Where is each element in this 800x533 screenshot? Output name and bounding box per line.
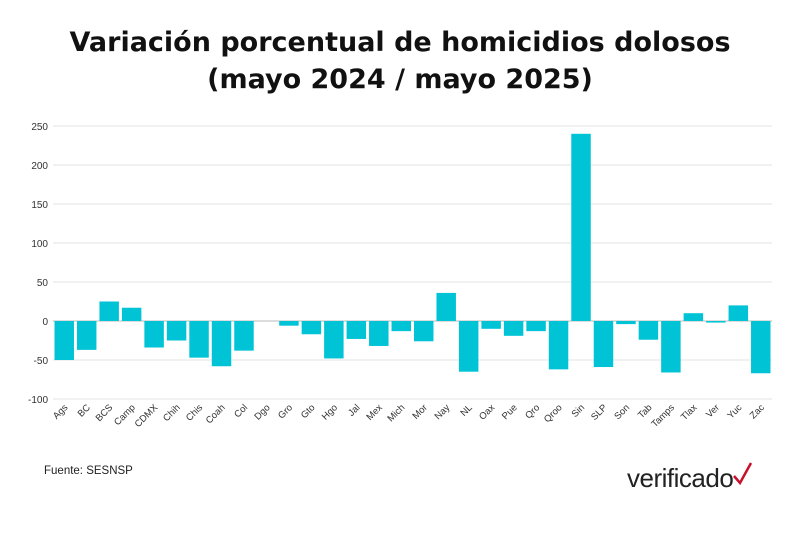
x-tick-label: Ags: [51, 402, 71, 422]
verificado-logo: verificado: [627, 462, 753, 494]
bar: [706, 321, 726, 323]
bar: [458, 321, 479, 372]
y-tick-label: 150: [31, 200, 48, 211]
y-tick-label: 0: [42, 317, 48, 328]
y-tick-label: 50: [37, 278, 49, 289]
bar: [661, 321, 681, 373]
bar: [548, 321, 569, 370]
bar: [503, 321, 524, 336]
x-tick-label: Col: [232, 402, 250, 420]
bar: [369, 321, 389, 346]
x-tick-label: Qro: [523, 402, 542, 421]
x-tick-label: CDMX: [133, 402, 161, 430]
bar: [638, 321, 659, 340]
checkmark-icon: [733, 462, 753, 486]
bar: [593, 321, 614, 368]
bar: [54, 321, 74, 360]
bar: [324, 321, 344, 359]
bar: [279, 321, 299, 326]
x-tick-label: Chis: [184, 402, 205, 423]
x-tick-label: Dgo: [252, 402, 272, 422]
x-tick-label: Ver: [704, 402, 722, 420]
bar: [751, 321, 771, 374]
bar: [144, 321, 164, 348]
bar: [414, 321, 434, 342]
bar: [683, 313, 704, 321]
x-tick-label: Yuc: [725, 402, 744, 421]
bar: [728, 305, 749, 321]
x-tick-label: Nay: [433, 402, 453, 422]
x-tick-label: Sin: [570, 402, 587, 419]
x-tick-label: NL: [458, 402, 474, 418]
bar: [391, 321, 411, 332]
bar: [571, 133, 591, 321]
y-tick-label: 200: [31, 161, 48, 172]
x-tick-label: Hgo: [320, 402, 340, 422]
bar: [189, 321, 209, 358]
x-tick-label: Chih: [161, 402, 183, 424]
x-tick-label: Jal: [346, 402, 362, 418]
x-tick-label: Mor: [410, 402, 429, 421]
x-tick-label: SLP: [589, 402, 609, 422]
bar: [436, 292, 456, 321]
title-line-1: Variación porcentual de homicidios dolos…: [69, 27, 731, 58]
x-tick-label: Gto: [299, 402, 318, 421]
x-tick-label: Tab: [636, 402, 655, 421]
x-tick-label: Coah: [204, 402, 228, 426]
source-note: Fuente: SESNSP: [44, 465, 133, 477]
y-tick-label: 100: [31, 239, 48, 250]
x-tick-label: Qroo: [542, 402, 565, 425]
x-tick-label: Tamps: [649, 402, 677, 430]
x-tick-label: Mich: [385, 402, 407, 424]
x-tick-label: Gro: [276, 402, 295, 421]
bar: [481, 321, 501, 329]
chart-title: Variación porcentual de homicidios dolos…: [0, 24, 800, 98]
bar: [526, 321, 546, 332]
y-tick-label: -50: [34, 356, 49, 367]
bar: [166, 321, 187, 341]
bar: [211, 321, 232, 367]
title-line-2: (mayo 2024 / mayo 2025): [207, 64, 593, 95]
x-tick-label: Son: [612, 402, 632, 422]
bar: [346, 321, 367, 339]
bar: [99, 301, 119, 321]
bar: [234, 321, 254, 351]
x-tick-label: Pue: [500, 402, 520, 422]
bar: [76, 321, 97, 350]
bar: [121, 307, 142, 321]
y-tick-label: 250: [31, 122, 48, 133]
x-tick-label: BC: [76, 402, 93, 419]
x-tick-label: Oax: [477, 402, 497, 422]
bar: [616, 321, 636, 325]
y-tick-label: -100: [28, 395, 48, 406]
x-tick-label: Mex: [364, 402, 385, 423]
x-tick-label: Tlax: [679, 402, 700, 423]
bar: [301, 321, 322, 335]
x-tick-label: Zac: [748, 402, 767, 421]
